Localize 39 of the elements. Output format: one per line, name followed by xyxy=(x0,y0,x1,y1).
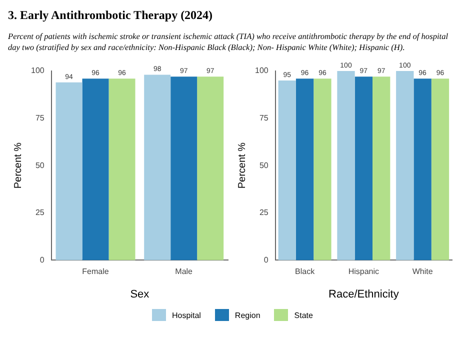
bar xyxy=(108,78,136,260)
bar xyxy=(197,76,224,260)
y-tick-label: 100 xyxy=(30,66,45,76)
x-tick-label: White xyxy=(412,267,434,276)
x-tick-label: Male xyxy=(175,267,194,276)
chart-title: 3. Early Antithrombotic Therapy (2024) xyxy=(8,8,214,23)
y-tick-label: 75 xyxy=(35,114,45,123)
bar xyxy=(354,76,373,260)
x-axis-title: Sex xyxy=(130,288,150,300)
bar xyxy=(337,71,355,260)
y-tick-label: 50 xyxy=(35,160,45,170)
legend-label: Hospital xyxy=(172,310,201,320)
bar xyxy=(396,71,414,260)
y-axis-title: Percent % xyxy=(12,142,24,189)
bar xyxy=(431,78,450,260)
bar xyxy=(414,78,432,260)
y-tick-label: 100 xyxy=(254,66,269,76)
x-tick-label: Female xyxy=(82,267,110,276)
y-tick-label: 75 xyxy=(259,114,269,123)
bar xyxy=(296,78,314,260)
bar xyxy=(314,78,332,260)
y-tick-label: 25 xyxy=(35,208,45,218)
legend-label: State xyxy=(294,310,313,320)
y-axis-title: Percent % xyxy=(236,142,248,189)
bar xyxy=(56,82,82,260)
bar xyxy=(372,76,390,260)
bar xyxy=(170,76,198,260)
x-tick-label: Hispanic xyxy=(348,267,380,276)
y-tick-label: 0 xyxy=(40,255,45,264)
legend-label: Region xyxy=(234,310,260,320)
bar xyxy=(82,78,109,260)
y-tick-label: 0 xyxy=(264,255,269,264)
x-tick-label: Black xyxy=(295,267,316,276)
y-tick-label: 50 xyxy=(259,160,269,170)
chart-subtitle: Percent of patients with ischemic stroke or transient ischemic attack (TIA) who receive antithrombotic therapy by the end of hospital day two (stratified by sex and race/ethnicity: Non-Hispanic Black (Black); Non- Hispanic White (White); Hispanic (H). xyxy=(8,31,450,53)
y-tick-label: 25 xyxy=(259,208,269,218)
bar xyxy=(278,80,296,260)
x-axis-title: Race/Ethnicity xyxy=(328,288,400,300)
bar xyxy=(144,74,171,260)
